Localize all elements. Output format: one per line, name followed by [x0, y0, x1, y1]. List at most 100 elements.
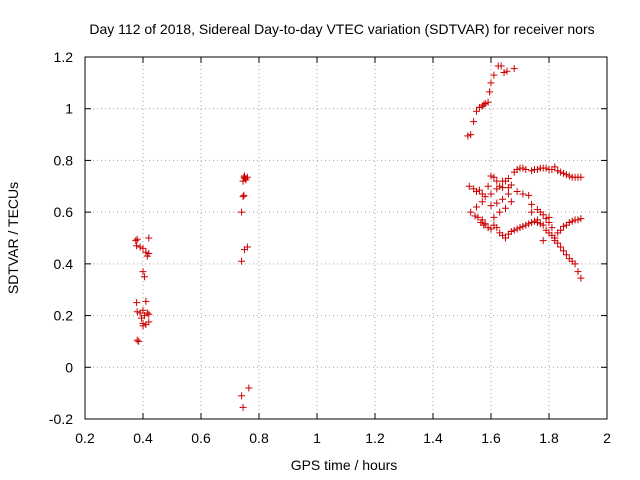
data-point — [139, 306, 147, 314]
data-point — [539, 211, 547, 219]
data-point — [239, 403, 247, 411]
y-tick-label: 0.4 — [54, 256, 74, 272]
data-point — [542, 164, 550, 172]
data-point — [560, 222, 567, 230]
data-point — [475, 103, 483, 111]
data-point — [145, 234, 153, 242]
data-point — [560, 247, 567, 255]
data-point — [496, 208, 504, 216]
data-point — [142, 248, 150, 256]
data-point — [487, 172, 495, 180]
data-point — [554, 167, 562, 175]
data-point — [503, 67, 511, 75]
data-point — [519, 190, 527, 198]
y-tick-labels: -0.2 0 0.2 0.4 0.6 0.8 1 1.2 — [49, 49, 73, 427]
data-point — [560, 169, 567, 177]
data-point — [507, 228, 515, 236]
data-point — [487, 190, 495, 198]
data-point — [133, 235, 141, 243]
data-point — [487, 225, 495, 233]
data-point — [551, 163, 559, 171]
data-point — [133, 299, 141, 307]
data-point — [571, 260, 579, 268]
data-point — [133, 308, 141, 316]
data-point — [478, 198, 486, 206]
data-point — [502, 234, 509, 242]
data-point — [565, 218, 573, 226]
data-point — [145, 250, 153, 258]
data-points — [132, 62, 585, 411]
data-point — [504, 175, 512, 183]
data-point — [484, 224, 492, 232]
data-point — [557, 168, 565, 176]
data-point — [528, 167, 536, 175]
data-point — [473, 107, 480, 115]
data-point — [562, 251, 570, 259]
y-tick-label: 0.2 — [54, 308, 74, 324]
data-point — [522, 221, 530, 229]
data-point — [238, 392, 246, 400]
data-point — [135, 337, 143, 345]
y-tick-label: 0 — [65, 359, 73, 375]
data-point — [478, 216, 486, 224]
data-point — [464, 132, 472, 140]
data-point — [238, 208, 246, 216]
data-point — [142, 297, 150, 305]
data-point — [490, 213, 498, 221]
y-tick-label: 0.8 — [54, 152, 74, 168]
data-point — [490, 173, 498, 181]
axis-ticks — [84, 56, 608, 420]
data-point — [545, 213, 553, 221]
data-point — [133, 242, 141, 250]
x-tick-label: 0.6 — [191, 430, 211, 446]
data-point — [243, 243, 251, 251]
data-point — [577, 215, 585, 223]
data-point — [574, 216, 582, 224]
data-point — [138, 314, 146, 322]
data-point — [510, 65, 518, 73]
data-point — [143, 309, 151, 317]
data-point — [145, 310, 153, 318]
data-point — [140, 273, 148, 281]
data-point — [487, 202, 495, 210]
x-tick-label: 1.8 — [539, 430, 559, 446]
data-point — [474, 213, 482, 221]
x-tick-label: 1.2 — [365, 430, 385, 446]
data-point — [132, 237, 140, 245]
y-axis-label: SDTVAR / TECUs — [5, 182, 21, 294]
data-point — [475, 186, 483, 194]
data-point — [539, 237, 547, 245]
data-point — [245, 384, 253, 392]
data-point — [528, 200, 536, 208]
data-point — [522, 165, 530, 173]
data-point — [513, 187, 521, 195]
data-point — [486, 88, 494, 96]
data-point — [484, 182, 492, 190]
data-point — [470, 118, 478, 126]
data-point — [568, 217, 576, 225]
data-point — [557, 243, 565, 251]
data-point — [471, 212, 479, 220]
data-point — [504, 190, 512, 198]
data-point — [507, 181, 515, 189]
x-tick-label: 0.2 — [75, 430, 95, 446]
data-point — [542, 215, 550, 223]
data-point — [238, 257, 246, 265]
x-tick-label: 1.6 — [481, 430, 501, 446]
data-point — [510, 226, 518, 234]
data-point — [484, 98, 492, 106]
data-point — [525, 191, 533, 199]
y-tick-label: -0.2 — [49, 411, 73, 427]
data-point — [487, 79, 495, 87]
chart-title: Day 112 of 2018, Sidereal Day-to-day VTE… — [89, 21, 594, 37]
data-point — [533, 165, 541, 173]
data-point — [145, 318, 153, 326]
plot-frame — [84, 56, 608, 420]
data-point — [243, 173, 251, 181]
data-point — [499, 177, 507, 185]
data-point — [467, 208, 475, 216]
data-point — [539, 221, 547, 229]
data-point — [577, 274, 585, 282]
y-tick-label: 1.2 — [54, 49, 74, 65]
